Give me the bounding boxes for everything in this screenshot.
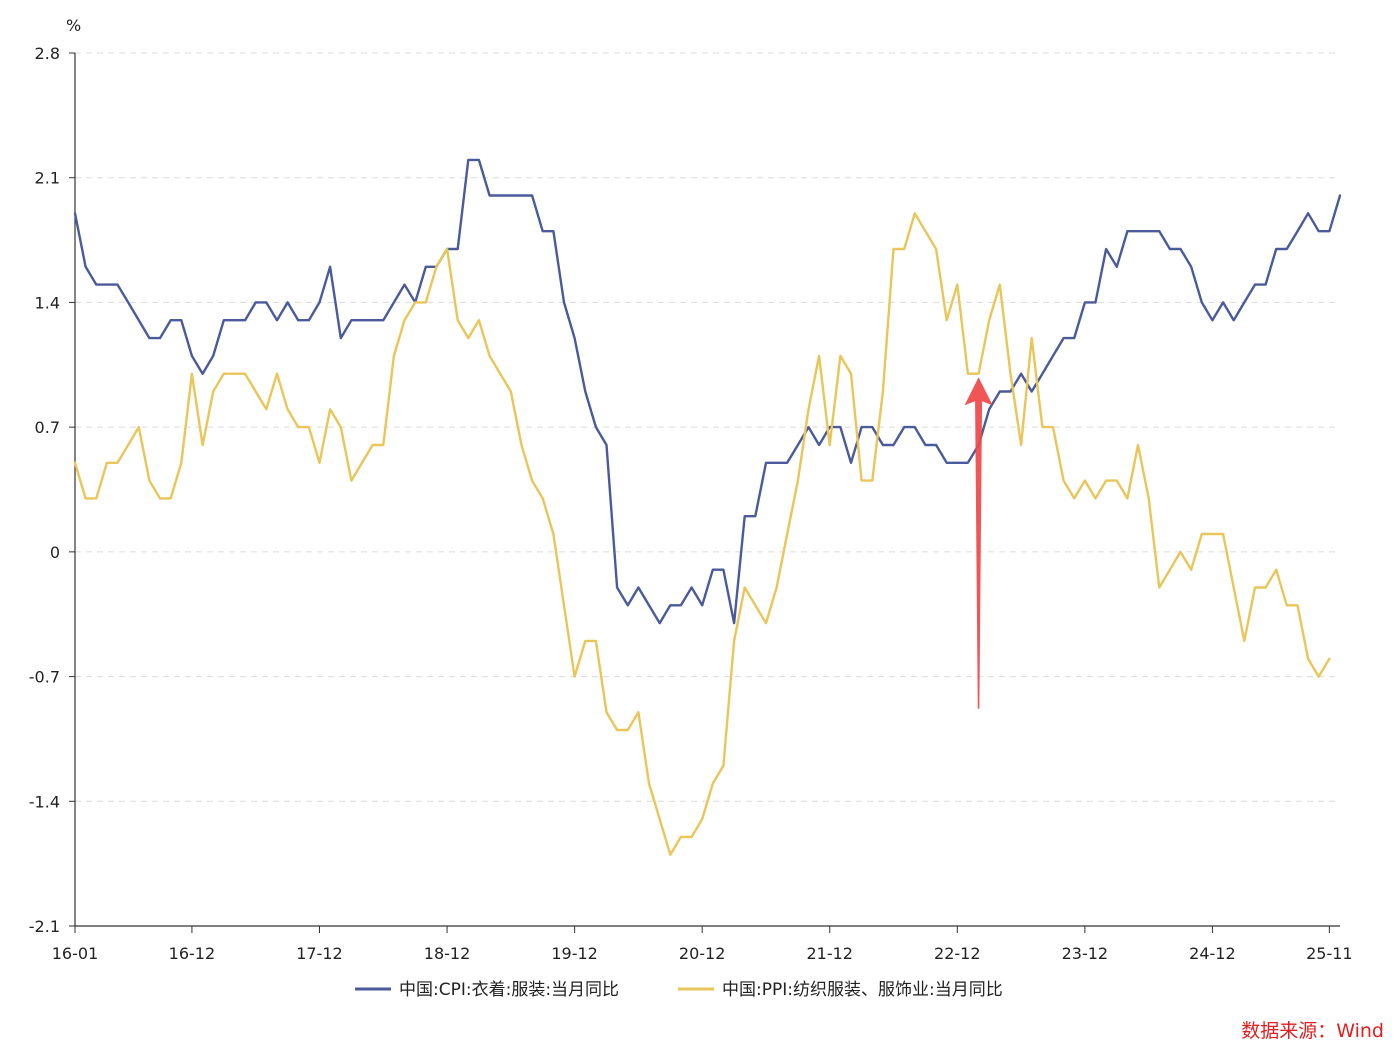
- legend: 中国:CPI:衣着:服装:当月同比 中国:PPI:纺织服装、服饰业:当月同比: [355, 980, 1003, 1000]
- axes: [69, 52, 1340, 933]
- y-tick-label-1: 2.1: [35, 169, 60, 188]
- x-tick-label-0: 16-01: [52, 944, 99, 963]
- x-tick-label-9: 24-12: [1189, 944, 1236, 963]
- annotation-arrow: [964, 377, 993, 709]
- y-tick-label-3: 0.7: [35, 418, 60, 437]
- x-tick-label-8: 23-12: [1062, 944, 1109, 963]
- annotation: [964, 377, 993, 709]
- y-tick-label-6: -1.4: [29, 792, 60, 811]
- y-tick-label-2: 1.4: [35, 293, 60, 312]
- series-line-1: [73, 212, 1331, 856]
- grid-lines: [75, 52, 1340, 802]
- y-tick-label-0: 2.8: [35, 44, 60, 63]
- series-line-0: [73, 158, 1342, 625]
- x-tick-label-3: 18-12: [424, 944, 471, 963]
- x-tick-label-6: 21-12: [806, 944, 853, 963]
- y-tick-label-7: -2.1: [29, 917, 60, 936]
- data-source-label: 数据来源：Wind: [1241, 1020, 1384, 1042]
- y-tick-labels: 2.8 2.1 1.4 0.7 0 -0.7 -1.4 -2.1: [29, 44, 60, 936]
- legend-label-0: 中国:CPI:衣着:服装:当月同比: [399, 980, 619, 1000]
- y-tick-label-4: 0: [50, 543, 60, 562]
- legend-label-1: 中国:PPI:纺织服装、服饰业:当月同比: [722, 980, 1003, 1000]
- x-tick-label-1: 16-12: [169, 944, 216, 963]
- x-tick-label-10: 25-11: [1306, 944, 1353, 963]
- x-tick-label-7: 22-12: [934, 944, 981, 963]
- x-tick-labels: 16-01 16-12 17-12 18-12 19-12 20-12 21-12 22-12…: [52, 944, 1353, 963]
- x-tick-label-5: 20-12: [679, 944, 726, 963]
- x-tick-label-2: 17-12: [296, 944, 343, 963]
- series-lines: [73, 158, 1342, 856]
- x-tick-label-4: 19-12: [551, 944, 598, 963]
- y-axis-unit-label: %: [66, 16, 81, 35]
- y-tick-label-5: -0.7: [29, 668, 60, 687]
